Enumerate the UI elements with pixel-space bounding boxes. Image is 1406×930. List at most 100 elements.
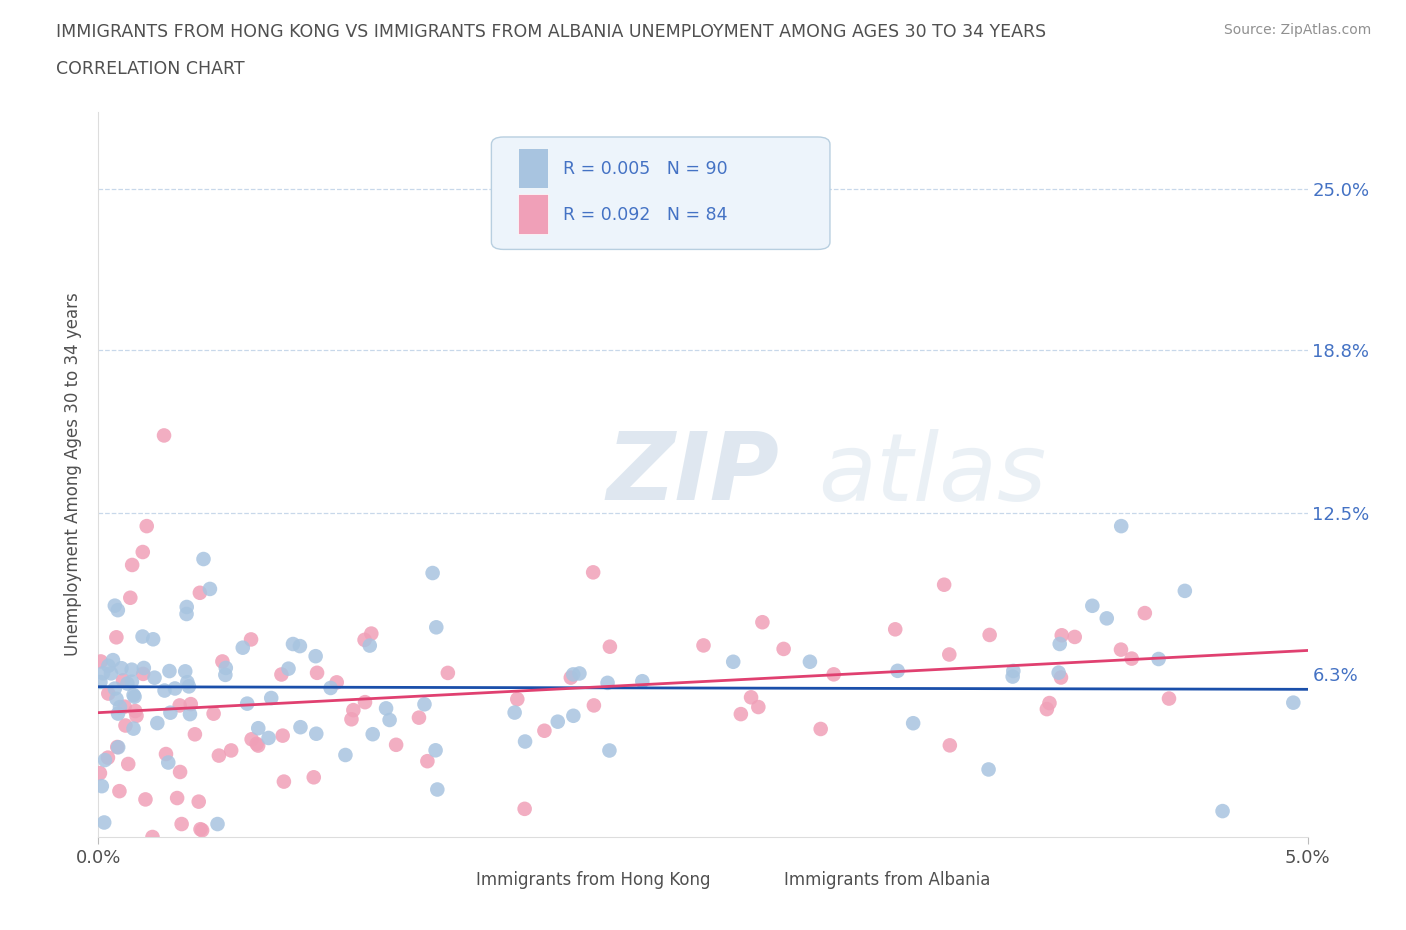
Point bbox=[94, 752, 117, 767]
Point bbox=[823, 667, 845, 682]
Point bbox=[562, 709, 585, 724]
Point bbox=[117, 676, 139, 691]
Point bbox=[547, 714, 569, 729]
Point bbox=[1109, 519, 1132, 534]
Point bbox=[191, 823, 214, 838]
Point bbox=[93, 815, 115, 830]
Point bbox=[179, 707, 201, 722]
Point bbox=[157, 755, 180, 770]
Point bbox=[886, 663, 908, 678]
Point bbox=[513, 734, 536, 749]
Point bbox=[124, 689, 146, 704]
Point bbox=[89, 674, 111, 689]
Point bbox=[422, 565, 444, 580]
Point bbox=[107, 603, 129, 618]
Point bbox=[1081, 598, 1104, 613]
Point bbox=[215, 660, 238, 675]
Point bbox=[375, 701, 398, 716]
Point bbox=[107, 740, 129, 755]
Point bbox=[108, 699, 131, 714]
Point bbox=[121, 558, 143, 573]
Point bbox=[260, 691, 283, 706]
Point bbox=[271, 728, 294, 743]
Point bbox=[193, 551, 215, 566]
Point bbox=[121, 662, 143, 677]
Point bbox=[281, 637, 304, 652]
Point bbox=[1157, 691, 1180, 706]
Point bbox=[208, 748, 231, 763]
Point bbox=[1121, 651, 1143, 666]
Point bbox=[214, 668, 236, 683]
Point bbox=[247, 721, 270, 736]
Point bbox=[506, 692, 529, 707]
Point bbox=[288, 639, 311, 654]
Point bbox=[97, 658, 120, 673]
Point bbox=[207, 817, 229, 831]
Point bbox=[246, 737, 269, 751]
Point bbox=[97, 686, 120, 701]
Point bbox=[884, 622, 907, 637]
Point bbox=[101, 653, 124, 668]
Point bbox=[425, 620, 447, 635]
Point bbox=[533, 724, 555, 738]
Point bbox=[169, 764, 191, 779]
Point bbox=[340, 711, 363, 726]
FancyBboxPatch shape bbox=[492, 137, 830, 249]
Point bbox=[105, 691, 128, 706]
Point bbox=[105, 739, 128, 754]
Point bbox=[977, 762, 1000, 777]
Point bbox=[153, 428, 176, 443]
Point bbox=[110, 661, 132, 676]
Point bbox=[117, 756, 139, 771]
Point bbox=[1095, 611, 1118, 626]
Point bbox=[1047, 665, 1070, 680]
Point bbox=[174, 664, 197, 679]
Point bbox=[290, 720, 312, 735]
Point bbox=[273, 774, 295, 789]
Point bbox=[692, 638, 714, 653]
Point bbox=[304, 649, 326, 664]
Point bbox=[257, 730, 280, 745]
Bar bbox=[517, 194, 548, 234]
Point bbox=[120, 591, 142, 605]
Point bbox=[91, 666, 114, 681]
Point bbox=[425, 743, 447, 758]
Point bbox=[1174, 583, 1197, 598]
Text: Immigrants from Hong Kong: Immigrants from Hong Kong bbox=[475, 870, 710, 889]
Point bbox=[631, 674, 654, 689]
Point bbox=[1050, 628, 1073, 643]
Point bbox=[1109, 643, 1132, 658]
Point bbox=[270, 667, 292, 682]
Point bbox=[939, 737, 962, 752]
Point bbox=[153, 684, 176, 698]
Point bbox=[188, 585, 211, 600]
Text: Immigrants from Albania: Immigrants from Albania bbox=[785, 870, 990, 889]
Point bbox=[159, 664, 181, 679]
Point bbox=[211, 654, 233, 669]
Point bbox=[134, 792, 156, 807]
Point bbox=[122, 721, 145, 736]
Point bbox=[240, 732, 263, 747]
Point bbox=[378, 712, 401, 727]
Point bbox=[90, 778, 112, 793]
Point bbox=[751, 615, 773, 630]
Bar bbox=[517, 149, 548, 188]
Point bbox=[176, 600, 198, 615]
Point bbox=[747, 699, 769, 714]
Point bbox=[1050, 671, 1073, 685]
Point bbox=[111, 673, 134, 688]
Point bbox=[155, 747, 177, 762]
Point bbox=[385, 737, 408, 752]
Point bbox=[177, 679, 200, 694]
Point bbox=[90, 654, 112, 669]
Point bbox=[562, 667, 585, 682]
Point bbox=[124, 704, 146, 719]
Point bbox=[810, 722, 832, 737]
Point bbox=[104, 598, 127, 613]
Point bbox=[596, 675, 619, 690]
Point bbox=[143, 671, 166, 685]
Point bbox=[184, 727, 207, 742]
Y-axis label: Unemployment Among Ages 30 to 34 years: Unemployment Among Ages 30 to 34 years bbox=[65, 292, 83, 657]
Bar bbox=[437, 866, 467, 894]
Point bbox=[342, 703, 364, 718]
